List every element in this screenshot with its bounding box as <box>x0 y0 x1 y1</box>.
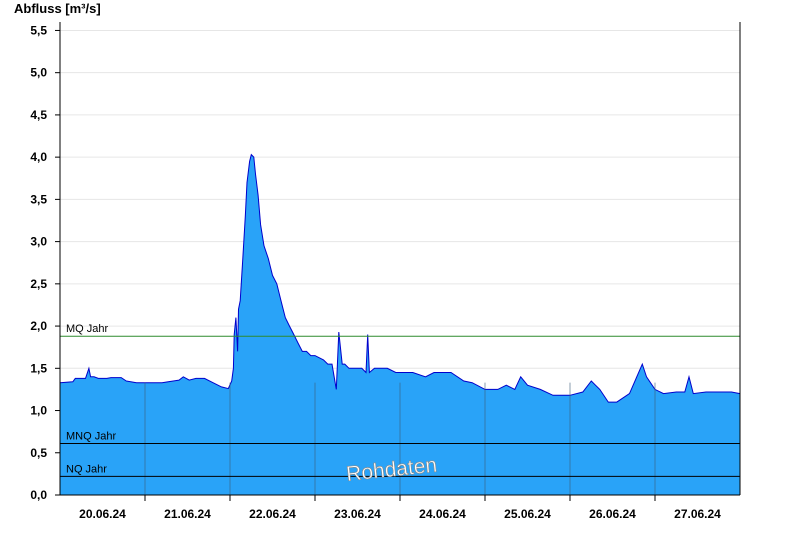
y-tick-label: 3,0 <box>30 235 47 249</box>
y-tick-label: 5,0 <box>30 66 47 80</box>
y-tick-label: 5,5 <box>30 23 47 37</box>
y-tick-label: 4,0 <box>30 150 47 164</box>
reference-line-label: MNQ Jahr <box>66 430 116 442</box>
y-tick-label: 4,5 <box>30 108 47 122</box>
x-tick-label: 23.06.24 <box>334 507 381 521</box>
x-tick-label: 27.06.24 <box>674 507 721 521</box>
y-tick-label: 1,0 <box>30 404 47 418</box>
y-tick-labels: 0,0 0,5 1,0 1,5 2,0 2,5 3,0 3,5 4,0 4,5 5,0 5,5 <box>30 23 47 502</box>
discharge-line <box>59 153 741 403</box>
y-axis-title: Abfluss [m³/s] <box>14 1 101 16</box>
axes <box>59 22 741 496</box>
x-tick-label: 22.06.24 <box>249 507 296 521</box>
y-tick-label: 3,5 <box>30 192 47 206</box>
x-tick-label: 24.06.24 <box>419 507 466 521</box>
y-tick-label: 1,5 <box>30 361 47 375</box>
x-tick-label: 26.06.24 <box>589 507 636 521</box>
reference-lines: MQ Jahr MNQ Jahr NQ Jahr <box>60 323 740 477</box>
reference-line-label: NQ Jahr <box>66 463 107 475</box>
y-tick-label: 2,0 <box>30 319 47 333</box>
y-tick-label: 0,5 <box>30 446 47 460</box>
y-tick-label: 2,5 <box>30 277 47 291</box>
x-tick-label: 21.06.24 <box>164 507 211 521</box>
grid-lines <box>55 29 740 496</box>
x-tick-label: 25.06.24 <box>504 507 551 521</box>
reference-line-label: MQ Jahr <box>66 323 109 335</box>
x-tick-labels: 20.06.24 21.06.24 22.06.24 23.06.24 24.06.24… <box>79 507 721 521</box>
y-tick-label: 0,0 <box>30 488 47 502</box>
x-tick-label: 20.06.24 <box>79 507 126 521</box>
